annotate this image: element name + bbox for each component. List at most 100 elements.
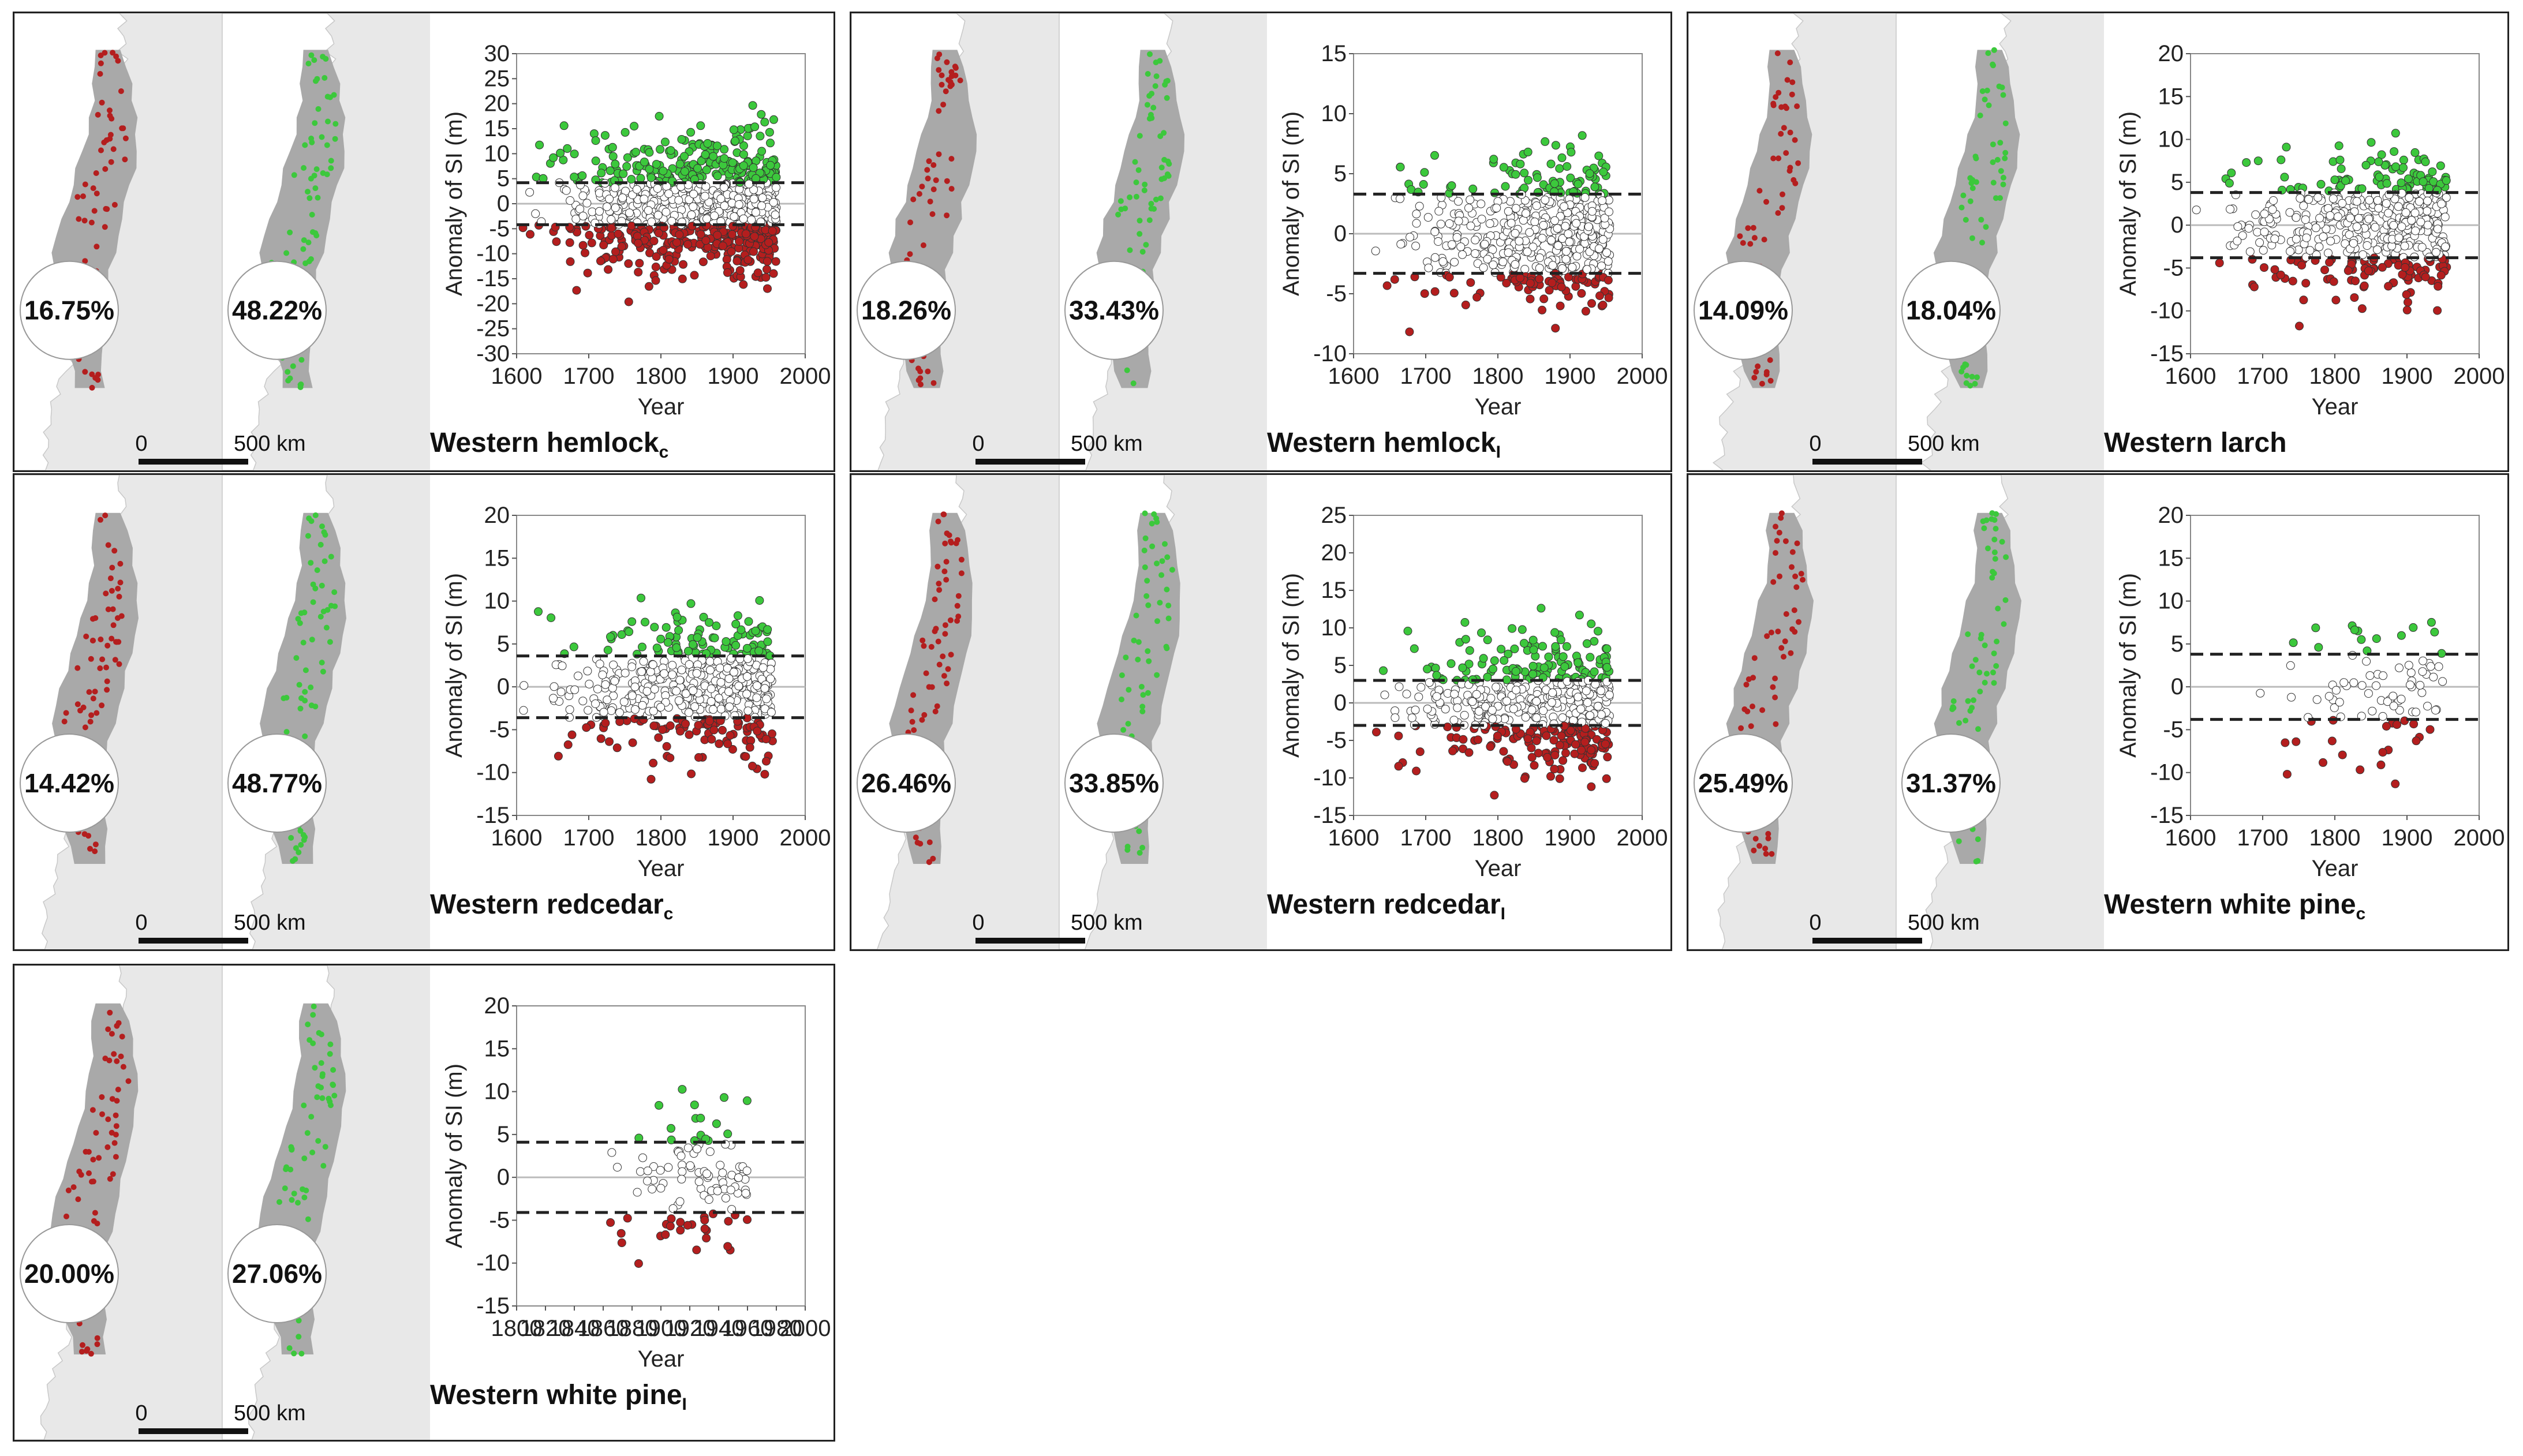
map-plot-dot <box>1751 375 1758 381</box>
map-plot-dot <box>926 839 933 845</box>
scatter-point <box>1582 639 1591 648</box>
scatter-point <box>2292 234 2301 244</box>
scatter-point <box>591 136 600 145</box>
scatter-point <box>1497 645 1506 654</box>
map-plot-dot <box>113 639 119 645</box>
scatter-point <box>566 257 575 266</box>
scale-bar: 0 500 km <box>1809 911 1980 944</box>
map-plot-dot <box>309 1150 316 1155</box>
map-plot-dot <box>1743 682 1750 688</box>
map-plot-dot <box>921 643 927 649</box>
map-plot-dot <box>935 638 941 645</box>
scatter-point <box>632 185 641 194</box>
map-plot-dot <box>301 1195 308 1200</box>
y-tick-label: -15 <box>2150 341 2184 366</box>
scatter-point <box>719 183 728 192</box>
scatter-point <box>741 1189 750 1198</box>
map-plot-dot <box>293 655 300 661</box>
x-tick-label: 1600 <box>1328 364 1380 389</box>
scatter-point <box>1515 237 1524 246</box>
scatter-point <box>1430 287 1440 296</box>
scatter-point <box>1550 216 1559 225</box>
map-plot-dot <box>1999 538 2005 545</box>
scatter-point <box>723 268 732 277</box>
scatter-point <box>661 1230 670 1239</box>
scatter-point <box>1520 774 1529 783</box>
map-plot-dot <box>98 147 104 154</box>
map-plot-dot <box>99 99 105 106</box>
scatter-point <box>1471 249 1480 258</box>
map-plot-dot <box>1793 584 1800 590</box>
scatter-point <box>1586 653 1595 662</box>
y-tick-label: 20 <box>2158 503 2184 528</box>
scatter-point <box>2299 295 2308 305</box>
map-plot-dot <box>65 1187 72 1193</box>
scatter-point <box>672 687 681 695</box>
scatter-point <box>642 687 652 696</box>
scatter-point <box>1535 264 1544 273</box>
scatter-point <box>565 238 574 247</box>
scatter-point <box>1430 227 1440 237</box>
scatter-point <box>723 739 732 748</box>
scale-distance: 500 km <box>1071 432 1143 456</box>
scatter-point <box>2405 193 2414 202</box>
map-plot-dot <box>96 1155 102 1161</box>
map-plot-dot <box>1142 535 1149 541</box>
map-plot-dot <box>319 582 325 589</box>
map-plot-dot <box>88 656 94 662</box>
scatter-point <box>630 705 640 714</box>
map-plot-dot <box>1979 88 1986 94</box>
scatter-point <box>1548 278 1557 287</box>
map-above-threshold: 18.04% <box>1896 13 2104 470</box>
scatter-point <box>582 723 591 732</box>
scatter-point <box>2357 184 2367 193</box>
scatter-point <box>766 139 775 148</box>
map-plot-dot <box>1993 663 1999 669</box>
map-above-threshold: 48.77% <box>222 475 430 949</box>
map-plot-dot <box>1958 204 1965 211</box>
scatter-point <box>1538 234 1547 243</box>
map-plot-dot <box>1154 618 1160 624</box>
scatter-point <box>710 634 719 642</box>
scatter-point <box>664 254 674 264</box>
map-plot-dot <box>312 512 319 518</box>
scatter-point <box>699 612 708 622</box>
map-plot-dot <box>1993 526 1999 532</box>
map-plot-dot <box>1963 216 1969 223</box>
scatter-point <box>730 212 739 221</box>
scatter-point <box>1488 714 1497 724</box>
scatter-point <box>2215 259 2224 268</box>
scatter-point <box>2368 706 2377 716</box>
scatter-point <box>1483 635 1492 645</box>
scatter-point <box>1468 184 1478 193</box>
scatter-point <box>2356 765 2365 774</box>
scatter-point <box>704 1195 713 1204</box>
scatter-point <box>638 642 646 652</box>
map-plot-dot <box>1147 51 1153 57</box>
scatter-point <box>1502 697 1511 706</box>
scatter-point <box>1586 711 1595 720</box>
y-axis-label: Anomaly of SI (m) <box>2115 111 2141 296</box>
x-tick-label: 1800 <box>2309 364 2361 389</box>
map-plot-dot <box>2002 120 2009 126</box>
scatter-point <box>562 186 571 195</box>
scatter-point <box>1528 669 1538 679</box>
map-plot-dot <box>1146 217 1153 223</box>
scatter-point <box>1577 746 1586 755</box>
map-plot-dot <box>1770 155 1777 162</box>
scatter-point <box>650 623 659 632</box>
map-plot-dot <box>327 1051 333 1057</box>
scatter-point <box>2402 305 2412 315</box>
scatter-point <box>2375 173 2384 182</box>
scatter-point <box>763 284 772 293</box>
map-plot-dot <box>1798 571 1804 577</box>
below-percent-label: 18.26% <box>861 295 951 325</box>
scatter-point <box>2281 738 2290 747</box>
map-plot-dot <box>935 563 941 570</box>
scale-bar-line <box>1812 938 1922 944</box>
x-tick-label: 1800 <box>2309 825 2361 851</box>
scatter-point <box>618 193 627 203</box>
map-plot-dot <box>916 191 922 197</box>
scatter-point <box>1597 710 1606 719</box>
scatter-point <box>2255 238 2264 247</box>
